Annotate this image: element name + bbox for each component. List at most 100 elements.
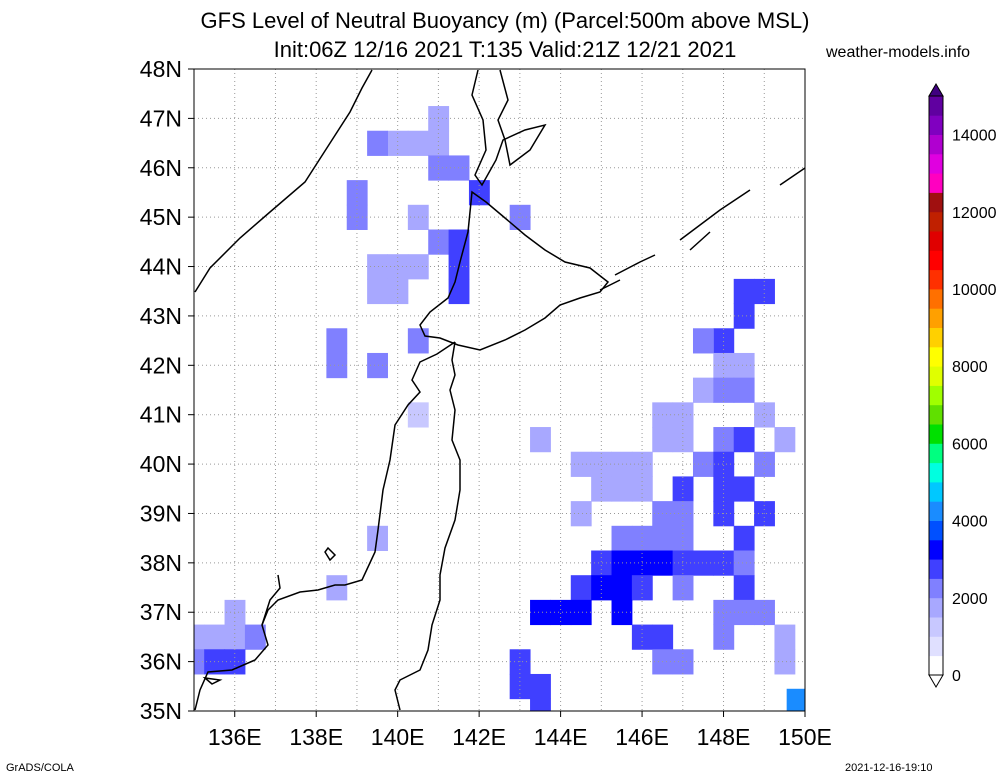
lon-label: 144E [534,724,588,750]
lnb-cell [611,476,633,502]
colorbar-swatch [929,346,943,367]
lnb-cell [570,575,592,601]
lnb-cell [550,599,572,626]
colorbar-swatch [929,404,943,425]
lnb-cell [713,377,735,403]
lnb-cell [611,550,633,576]
lnb-cell [733,550,755,576]
lnb-cell [387,254,409,280]
lnb-cell [448,278,470,305]
lnb-cell [611,575,633,601]
colorbar-swatch [929,462,943,483]
lnb-cell [387,278,409,305]
colorbar-swatch [929,211,943,232]
lnb-cell [786,688,805,711]
lnb-cell [733,575,755,601]
colorbar-swatch [929,636,943,657]
plot-frame [193,68,806,712]
lon-label: 146E [615,724,669,750]
colorbar-swatch [929,269,943,290]
colorbar-swatch [929,308,943,328]
colorbar-swatch [929,559,943,579]
lnb-cell [367,278,388,305]
lat-label: 42N [140,352,182,378]
lnb-cell [428,130,450,156]
lnb-cell [672,402,694,428]
colorbar-swatch [929,617,943,637]
colorbar-swatch [929,153,943,174]
lat-label: 47N [140,105,182,131]
colorbar-swatch [929,655,943,676]
lnb-cell [509,673,531,700]
lnb-cell [428,229,450,255]
colorbar-frame [928,95,944,676]
lon-label: 148E [697,724,751,750]
lnb-cell [733,377,755,403]
lnb-cell [733,352,755,379]
colorbar-label: 0 [952,668,961,685]
colorbar-swatch [929,96,943,116]
colorbar-swatch [929,385,943,406]
colorbar-swatch [929,115,943,135]
lat-label: 40N [140,451,182,477]
latitude-axis-labels: 48N 47N 46N 45N 44N 43N 42N 41N 40N 39N 38N 37N 36N 3… [140,56,194,724]
footer-software: GrADS/COLA [6,762,74,774]
lnb-cell [754,402,775,428]
colorbar-label: 8000 [952,359,988,376]
lnb-cell [774,624,796,650]
lon-label: 142E [452,724,506,750]
colorbar-label: 6000 [952,436,988,453]
lnb-cell [570,599,592,626]
lat-label: 35N [140,698,182,724]
lnb-cell [733,599,755,626]
colorbar-swatch [929,366,943,386]
lnb-cell [570,501,592,527]
lnb-cell [346,180,368,206]
lat-label: 45N [140,204,182,230]
sado-island [324,546,337,562]
colorbar-swatch [929,597,943,618]
lnb-cell [367,254,388,280]
data-cells [194,106,805,711]
footer-timestamp: 2021-12-16-19:10 [845,762,933,774]
colorbar-swatch [929,539,943,560]
honshu-coast [194,341,461,711]
lat-label: 43N [140,303,182,329]
lnb-cell [692,451,714,477]
lon-label: 136E [208,724,262,750]
lnb-cell [387,130,409,156]
colorbar-swatch [929,231,943,251]
colorbar-swatch [929,327,943,348]
lnb-cell [326,328,348,354]
lnb-cell [713,328,735,354]
map-title-line1: GFS Level of Neutral Buoyancy (m) (Parce… [200,8,810,33]
lnb-cell [530,698,551,711]
lnb-cell [672,575,694,601]
lon-label: 150E [778,724,832,750]
lnb-cell [448,229,470,255]
lat-label: 36N [140,649,182,675]
lnb-cell [591,550,613,576]
lnb-cell [326,352,348,379]
lnb-cell [530,673,551,700]
lon-label: 140E [371,724,425,750]
colorbar-swatch [929,289,943,309]
lnb-cell [713,599,735,626]
sakhalin-coast [471,69,547,187]
lnb-cell [733,476,755,502]
lnb-cell [652,427,674,453]
lnb-cell [367,130,388,156]
colorbar-swatch [929,173,943,193]
lnb-cell [530,599,551,626]
lnb-cell [733,278,755,305]
colorbar-swatch [929,482,943,502]
lnb-cell [468,180,490,206]
lat-label: 41N [140,402,182,428]
colorbar-swatch [929,578,943,599]
lat-label: 37N [140,599,182,625]
lnb-cell [448,155,470,181]
lnb-cell [754,278,775,305]
colorbar-label: 12000 [952,205,997,222]
lnb-cell [326,575,348,601]
